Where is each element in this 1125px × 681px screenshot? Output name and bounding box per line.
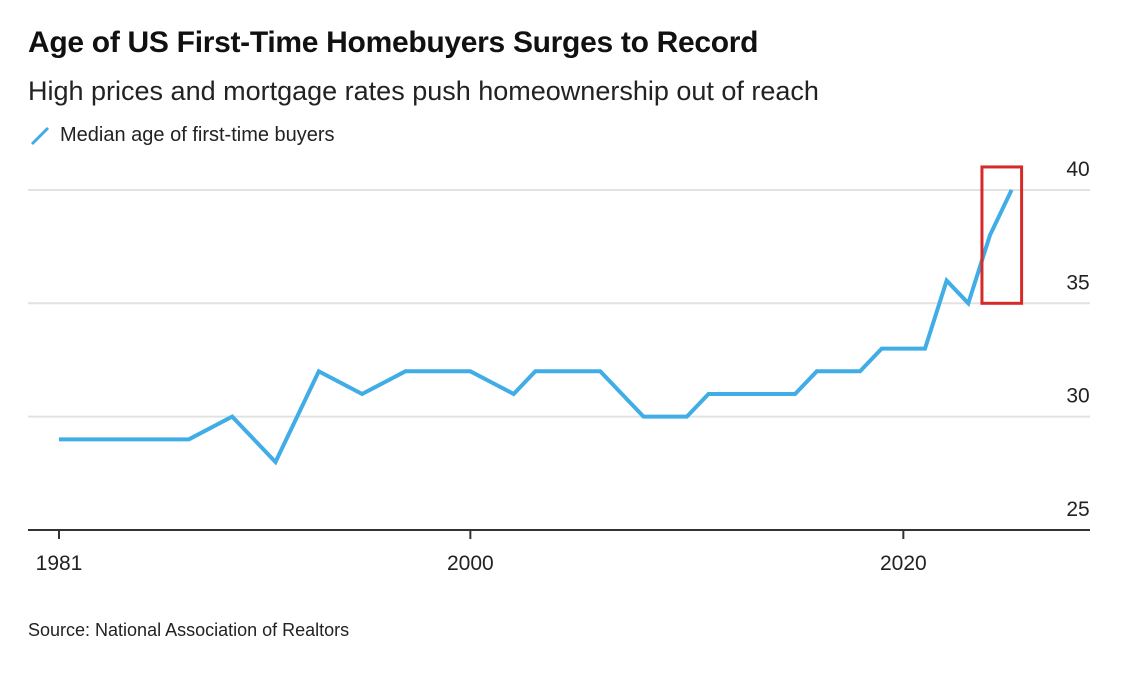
x-tick-label: 1981 [36, 552, 83, 575]
y-tick-label: 35 [1066, 271, 1089, 294]
y-tick-label: 25 [1066, 498, 1089, 521]
chart-subtitle: High prices and mortgage rates push home… [28, 76, 819, 106]
legend: Median age of first-time buyers [30, 124, 335, 147]
source-note: Source: National Association of Realtors [28, 620, 350, 640]
y-tick-label: 30 [1066, 385, 1089, 408]
chart-title: Age of US First-Time Homebuyers Surges t… [28, 26, 759, 59]
x-tick-label: 2000 [447, 552, 494, 575]
highlight-box [980, 165, 1024, 305]
y-tick-label: 40 [1066, 158, 1089, 181]
legend-label: Median age of first-time buyers [60, 124, 335, 146]
series-line [59, 189, 1014, 466]
legend-line-icon [30, 126, 50, 145]
x-tick-label: 2020 [880, 552, 927, 575]
